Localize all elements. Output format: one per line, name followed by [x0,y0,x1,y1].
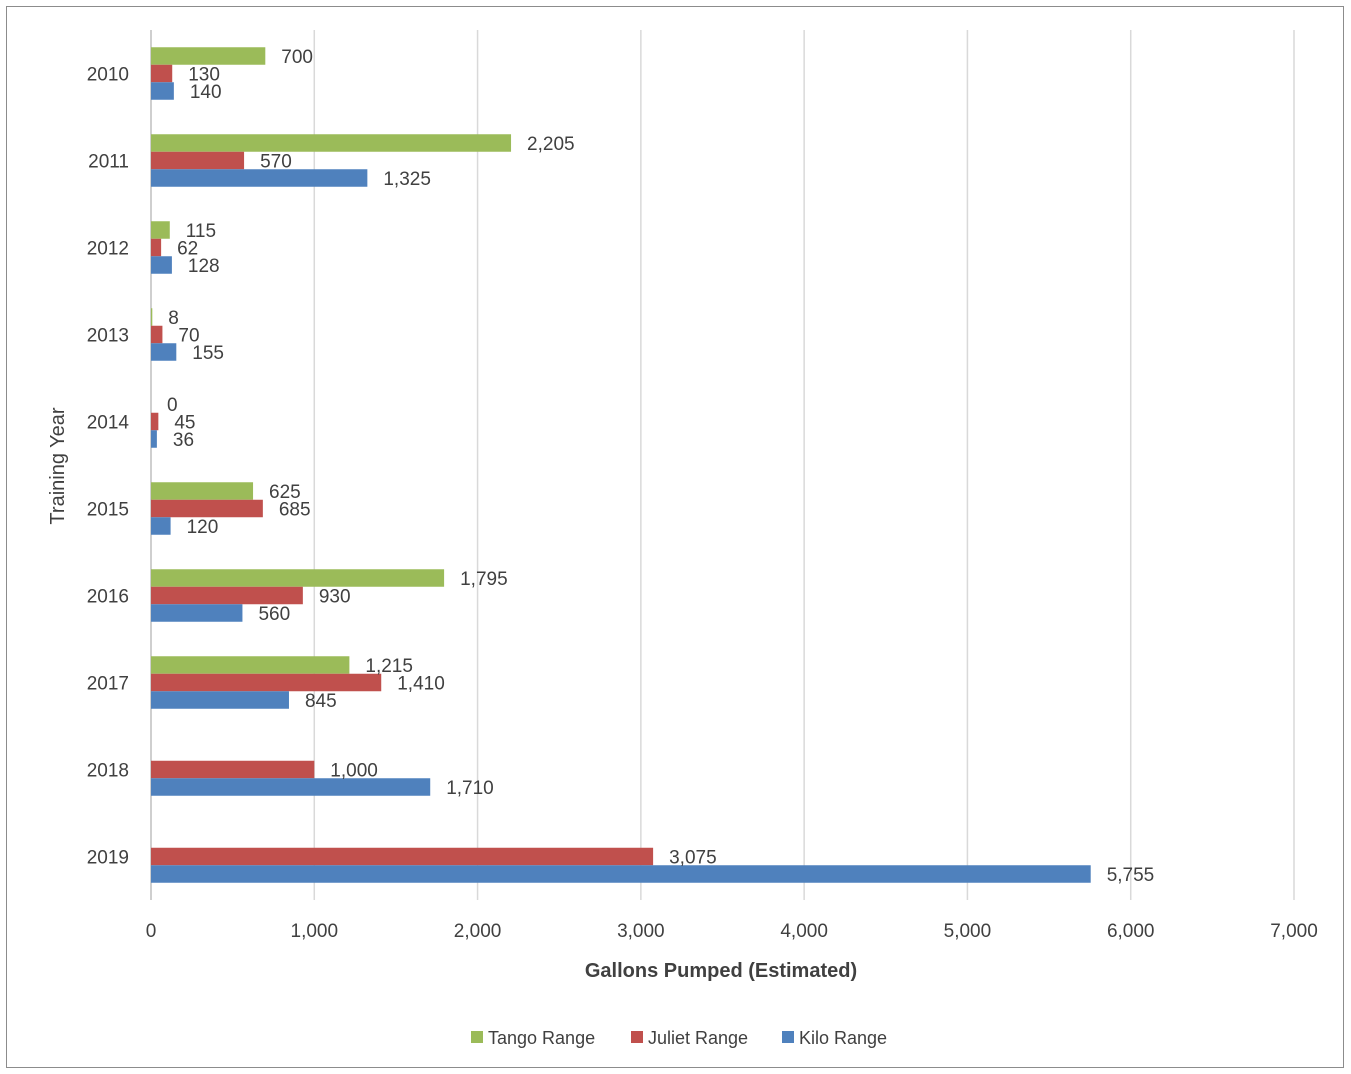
data-label: 700 [281,47,313,68]
x-tick-label: 6,000 [1107,921,1155,942]
bar-juliet-range [151,64,173,83]
x-tick-label: 0 [146,921,157,942]
legend-swatch [631,1031,643,1043]
y-tick-label: 2011 [88,152,129,173]
bar-tango-range [151,482,254,500]
data-label: 3,075 [669,848,717,869]
bar-juliet-range [151,499,263,518]
data-label: 685 [279,500,311,521]
x-tick-labels: 0 1,000 2,000 3,000 4,000 5,000 6,000 7,000 [146,921,1318,942]
gridlines [150,30,1295,900]
bar-juliet-range [151,760,315,779]
data-label: 1,710 [446,778,494,799]
x-tick-label: 1,000 [291,921,339,942]
bar-juliet-range [151,412,159,431]
y-tick-label: 2016 [87,587,129,608]
data-label: 0 [167,395,178,416]
bar-juliet-range [151,238,162,257]
data-label: 140 [190,82,222,103]
bar-kilo-range [151,169,368,187]
x-tick-label: 2,000 [454,921,502,942]
data-label: 155 [192,343,224,364]
data-label: 45 [174,413,195,434]
bar-juliet-range [151,673,382,692]
bar-kilo-range [151,430,157,448]
legend-swatch [782,1031,794,1043]
data-label: 5,755 [1107,865,1155,886]
data-label: 1,000 [330,761,378,782]
data-label: 8 [168,308,179,329]
bar-kilo-range [151,343,177,361]
data-label: 625 [269,482,301,503]
x-tick-label: 7,000 [1270,921,1318,942]
y-tick-label: 2014 [87,413,130,434]
data-label: 70 [178,326,199,347]
y-tick-label: 2019 [87,848,129,869]
bar-juliet-range [151,325,163,344]
legend-label: Juliet Range [648,1028,748,1048]
bar-tango-range [151,308,153,326]
x-axis-title: Gallons Pumped (Estimated) [585,960,857,982]
data-label: 36 [173,430,194,451]
data-label: 130 [188,65,220,86]
bar-juliet-range [151,151,245,170]
data-label: 930 [319,587,351,608]
bar-tango-range [151,221,170,239]
x-tick-label: 3,000 [617,921,665,942]
y-tick-label: 2017 [87,674,129,695]
y-tick-label: 2018 [87,761,129,782]
bar-tango-range [151,656,350,674]
data-label: 120 [187,517,219,538]
legend-label: Kilo Range [799,1028,887,1048]
y-tick-label: 2013 [87,326,129,347]
data-labels: 700 2,205 115 8 0 625 1,795 1,215 130 570 62 70 45 68… [167,47,1154,886]
data-label: 560 [258,604,290,625]
y-tick-label: 2010 [87,65,129,86]
data-label: 2,205 [527,134,575,155]
data-label: 1,325 [383,169,431,190]
bar-tango-range [151,569,445,587]
bar-kilo-range [151,691,289,709]
bar-tango-range [151,134,512,152]
data-label: 62 [177,239,198,260]
y-tick-labels: 2010 2011 2012 2013 2014 2015 2016 2017 2018 2019 [87,65,130,869]
bar-kilo-range [151,865,1091,883]
x-tick-label: 5,000 [944,921,992,942]
y-axis-title: Training Year [47,407,69,524]
legend-label: Tango Range [488,1028,595,1048]
data-label: 1,410 [397,674,445,695]
bar-juliet-range [151,586,303,605]
data-label: 845 [305,691,337,712]
x-tick-label: 4,000 [780,921,828,942]
y-tick-label: 2012 [87,239,129,260]
bar-juliet-range [151,847,654,866]
bars [151,47,1091,883]
legend-swatch [471,1031,483,1043]
bar-kilo-range [151,604,243,622]
data-label: 1,215 [365,656,413,677]
bar-kilo-range [151,82,174,100]
data-label: 115 [186,221,216,242]
y-tick-label: 2015 [87,500,129,521]
data-label: 128 [188,256,220,277]
bar-tango-range [151,47,266,65]
bar-kilo-range [151,778,431,796]
data-label: 1,795 [460,569,508,590]
bar-kilo-range [151,517,171,535]
legend: Tango Range Juliet Range Kilo Range [471,1028,887,1048]
bar-kilo-range [151,256,172,274]
data-label: 570 [260,152,292,173]
